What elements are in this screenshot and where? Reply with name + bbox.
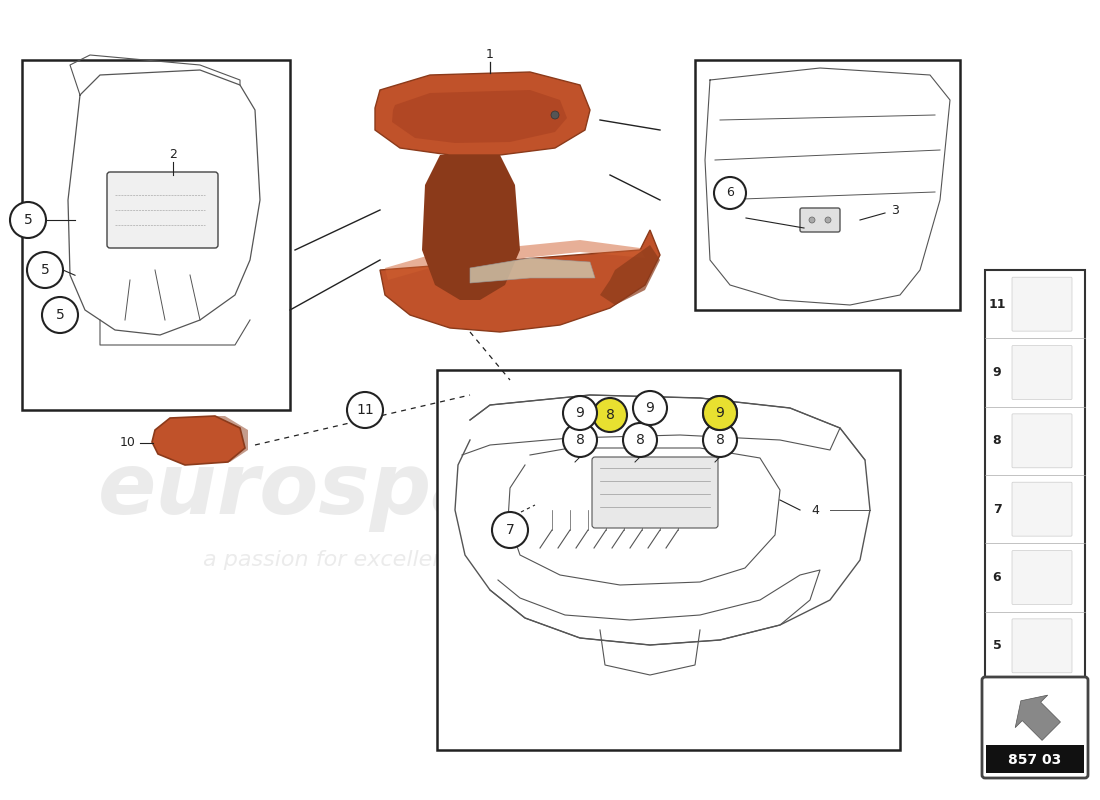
Text: eurospares: eurospares — [98, 449, 642, 531]
Text: 6: 6 — [992, 571, 1001, 584]
Circle shape — [492, 512, 528, 548]
Text: 5: 5 — [56, 308, 65, 322]
Circle shape — [563, 396, 597, 430]
FancyBboxPatch shape — [982, 677, 1088, 778]
Text: 9: 9 — [575, 406, 584, 420]
Circle shape — [703, 396, 737, 430]
Text: 11: 11 — [988, 298, 1005, 310]
Polygon shape — [1015, 695, 1060, 740]
FancyBboxPatch shape — [1012, 482, 1072, 536]
Text: 8: 8 — [716, 433, 725, 447]
Circle shape — [10, 202, 46, 238]
Text: 5: 5 — [41, 263, 50, 277]
Circle shape — [593, 398, 627, 432]
Text: 11: 11 — [356, 403, 374, 417]
Text: 8: 8 — [992, 434, 1001, 447]
Circle shape — [703, 423, 737, 457]
FancyBboxPatch shape — [800, 208, 840, 232]
Polygon shape — [600, 245, 660, 305]
Text: 9: 9 — [716, 406, 725, 420]
Text: a passion for excellence 1985: a passion for excellence 1985 — [204, 550, 537, 570]
Text: 5: 5 — [23, 213, 32, 227]
FancyBboxPatch shape — [107, 172, 218, 248]
Polygon shape — [392, 90, 566, 143]
Polygon shape — [214, 416, 248, 462]
FancyBboxPatch shape — [1012, 550, 1072, 605]
Text: 3: 3 — [891, 203, 899, 217]
Circle shape — [623, 423, 657, 457]
Circle shape — [28, 252, 63, 288]
Circle shape — [703, 396, 737, 430]
Circle shape — [632, 391, 667, 425]
Polygon shape — [470, 258, 595, 283]
Text: 7: 7 — [506, 523, 515, 537]
Text: 5: 5 — [992, 639, 1001, 652]
Text: 8: 8 — [636, 433, 645, 447]
Text: 10: 10 — [120, 437, 136, 450]
Polygon shape — [385, 240, 645, 280]
Text: 8: 8 — [575, 433, 584, 447]
FancyBboxPatch shape — [1012, 278, 1072, 331]
Text: 9: 9 — [646, 401, 654, 415]
Text: 4: 4 — [811, 503, 818, 517]
Text: 9: 9 — [992, 366, 1001, 379]
Text: 1: 1 — [486, 49, 494, 62]
Circle shape — [42, 297, 78, 333]
Polygon shape — [422, 155, 520, 300]
Circle shape — [808, 217, 815, 223]
Text: 857 03: 857 03 — [1009, 753, 1062, 767]
Circle shape — [551, 111, 559, 119]
FancyBboxPatch shape — [22, 60, 290, 410]
FancyBboxPatch shape — [695, 60, 960, 310]
Text: 2: 2 — [169, 149, 177, 162]
Circle shape — [563, 423, 597, 457]
Text: 6: 6 — [726, 186, 734, 199]
FancyBboxPatch shape — [592, 457, 718, 528]
Polygon shape — [375, 72, 590, 155]
Text: 9: 9 — [716, 406, 725, 420]
Text: 8: 8 — [606, 408, 615, 422]
FancyBboxPatch shape — [1012, 414, 1072, 468]
Polygon shape — [379, 230, 660, 332]
FancyBboxPatch shape — [984, 270, 1085, 680]
Polygon shape — [152, 416, 245, 465]
FancyBboxPatch shape — [1012, 619, 1072, 673]
Text: 7: 7 — [992, 502, 1001, 516]
FancyBboxPatch shape — [1012, 346, 1072, 399]
Circle shape — [346, 392, 383, 428]
FancyBboxPatch shape — [437, 370, 900, 750]
FancyBboxPatch shape — [986, 745, 1084, 773]
Circle shape — [714, 177, 746, 209]
Circle shape — [825, 217, 830, 223]
